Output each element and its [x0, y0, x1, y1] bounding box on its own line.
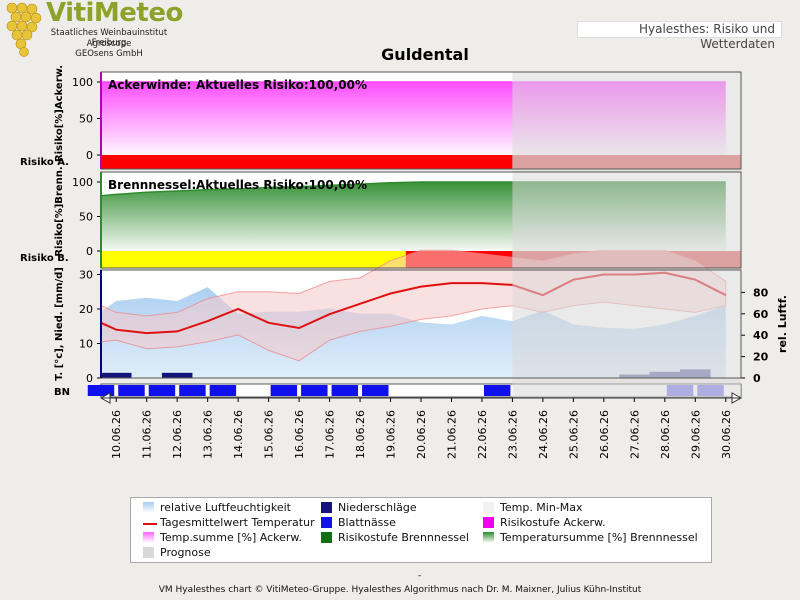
weather-left-tick-label: 10 — [79, 338, 93, 351]
brennnessel-y-axis-label: Risiko[%]Brenn. — [54, 166, 65, 256]
x-tick-label-16-06-26: 16.06.26 — [293, 410, 306, 459]
weather-left-tick-label: 0 — [86, 372, 93, 385]
logo-title: VitiMeteo — [46, 0, 183, 28]
x-tick-label-28-06-26: 28.06.26 — [659, 410, 672, 459]
x-tick-label-29-06-26: 29.06.26 — [689, 410, 702, 459]
forecast-shade — [512, 72, 741, 398]
chart-legend: relative Luftfeuchtigkeit Niederschläge Te… — [130, 497, 712, 563]
weather-right-tick-label: 40 — [753, 329, 769, 342]
x-tick-label-14-06-26: 14.06.26 — [232, 410, 245, 459]
x-tick-label-26-06-26: 26.06.26 — [598, 410, 611, 459]
legend-label: Tagesmittelwert Temperatur — [160, 516, 315, 529]
brennnessel-y-tick-label: 50 — [79, 211, 93, 224]
logo-line-3: GEOsens GmbH — [75, 49, 143, 59]
x-tick-label-27-06-26: 27.06.26 — [628, 410, 641, 459]
legend-swatch — [143, 523, 157, 525]
legend-swatch — [483, 502, 494, 513]
ackerwinde-risk-row-label: Risiko A. — [20, 157, 69, 168]
leaf-wetness-bar — [118, 385, 145, 396]
leaf-wetness-bar — [179, 385, 206, 396]
x-tick-label-21-06-26: 21.06.26 — [445, 410, 458, 459]
weather-right-tick-label: 20 — [753, 351, 769, 364]
legend-swatch — [483, 532, 494, 543]
ackerwinde-y-tick-label: 0 — [86, 149, 93, 162]
legend-label: Prognose — [160, 546, 211, 559]
precipitation-bar — [161, 372, 193, 378]
leaf-wetness-bar — [87, 385, 115, 396]
legend-label: Risikostufe Brennnessel — [338, 531, 469, 544]
legend-swatch — [143, 547, 154, 558]
ackerwinde-risk-segment — [101, 155, 513, 169]
brennnessel-title-label: Brennnessel: — [108, 178, 196, 192]
brennnessel-risk-row-label: Risiko B. — [20, 253, 69, 264]
ackerwinde-risk-label: Aktuelles Risiko:100,00% — [196, 78, 367, 92]
weather-right-tick-label: 0 — [753, 372, 761, 385]
legend-label: Risikostufe Ackerw. — [500, 516, 606, 529]
legend-swatch — [321, 502, 332, 513]
brennnessel-y-tick-label: 0 — [86, 245, 93, 258]
x-tick-label-10-06-26: 10.06.26 — [110, 410, 123, 459]
footer-copyright: VM Hyalesthes chart © VitiMeteo-Gruppe. … — [158, 585, 642, 595]
x-tick-label-23-06-26: 23.06.26 — [506, 410, 519, 459]
legend-label: Blattnässe — [338, 516, 396, 529]
weather-right-tick-label: 60 — [753, 308, 769, 321]
leaf-wetness-bar — [483, 385, 511, 396]
legend-swatch — [143, 502, 154, 513]
weather-left-axis-label: T. [°c], Nied. [mm/d] — [54, 267, 65, 381]
ackerwinde-title-label: Ackerwinde: — [108, 78, 191, 92]
logo-line-1: Staatliches Weinbauinstitut Freiburg — [50, 28, 168, 48]
weather-left-tick-label: 20 — [79, 303, 93, 316]
legend-label: Temp.summe [%] Ackerw. — [160, 531, 302, 544]
brennnessel-risk-segment — [101, 251, 406, 268]
legend-swatch — [321, 517, 332, 528]
legend-label: relative Luftfeuchtigkeit — [160, 501, 291, 514]
weather-right-tick-label: 80 — [753, 286, 769, 299]
brennnessel-risk-label: Aktuelles Risiko:100,00% — [196, 178, 367, 192]
leaf-wetness-bar — [209, 385, 237, 396]
x-tick-label-18-06-26: 18.06.26 — [354, 410, 367, 459]
logo-line-2: Agroscope — [86, 39, 132, 49]
x-tick-label-30-06-26: 30.06.26 — [720, 410, 733, 459]
legend-swatch — [483, 517, 494, 528]
legend-swatch — [321, 532, 332, 543]
chart-title: Guldental — [381, 45, 469, 64]
vitimeteo-logo: VitiMeteo Staatliches Weinbauinstitut Fr… — [0, 0, 190, 62]
leaf-wetness-bar — [270, 385, 298, 396]
x-tick-label-12-06-26: 12.06.26 — [171, 410, 184, 459]
x-tick-label-15-06-26: 15.06.26 — [263, 410, 276, 459]
ackerwinde-y-tick-label: 50 — [79, 113, 93, 126]
legend-label: Temperatursumme [%] Brennnessel — [500, 531, 698, 544]
leaf-wetness-bar — [331, 385, 359, 396]
page-subtitle-badge: Hyalesthes: Risiko und Wetterdaten — [577, 21, 782, 51]
grape-icon — [6, 2, 42, 57]
x-tick-label-11-06-26: 11.06.26 — [141, 410, 154, 459]
brennnessel-y-tick-label: 100 — [72, 176, 93, 189]
ackerwinde-y-tick-label: 100 — [72, 76, 93, 89]
leaf-wetness-bar — [148, 385, 176, 396]
leaf-wetness-bar — [362, 385, 389, 396]
legend-label: Temp. Min-Max — [500, 501, 583, 514]
ackerwinde-y-axis-label: Risiko[%]Ackerw. — [54, 65, 65, 162]
weather-left-tick-label: 30 — [79, 269, 93, 282]
legend-swatch — [143, 532, 154, 543]
wetness-row-label: BN — [54, 387, 70, 398]
legend-label: Niederschläge — [338, 501, 417, 514]
x-tick-label-13-06-26: 13.06.26 — [202, 410, 215, 459]
x-tick-label-24-06-26: 24.06.26 — [537, 410, 550, 459]
x-tick-label-20-06-26: 20.06.26 — [415, 410, 428, 459]
footer-dash: - — [418, 571, 422, 581]
leaf-wetness-bar — [301, 385, 328, 396]
weather-right-axis-label: rel. Luftf. — [776, 295, 789, 353]
precipitation-bar — [101, 372, 132, 378]
x-tick-label-22-06-26: 22.06.26 — [476, 410, 489, 459]
x-tick-label-19-06-26: 19.06.26 — [385, 410, 398, 459]
x-tick-label-25-06-26: 25.06.26 — [567, 410, 580, 459]
x-tick-label-17-06-26: 17.06.26 — [324, 410, 337, 459]
